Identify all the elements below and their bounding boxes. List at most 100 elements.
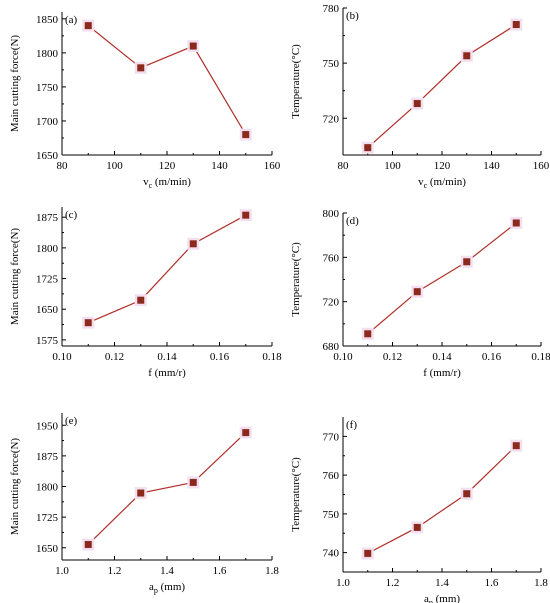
data-point: [189, 42, 197, 50]
x-axis-title-subscript: p: [429, 598, 433, 603]
data-point: [189, 240, 197, 248]
y-tick-label: 800: [323, 208, 340, 220]
x-axis-title-main: v: [143, 176, 149, 188]
series-line: [87, 432, 247, 545]
y-tick-label: 750: [323, 58, 340, 70]
chart-panel-5: 1.0 1.2 1.4 1.6 1.8 1650 1725 1800 1875 1950 (e) Ma…: [9, 413, 279, 595]
x-axis-title-main: a: [149, 581, 154, 593]
y-tick-label: 1800: [36, 482, 59, 494]
y-tick-label: 1725: [36, 512, 59, 524]
y-tick-label: 780: [323, 3, 340, 15]
x-tick-label: 1.2: [108, 565, 122, 577]
y-tick-label: 1750: [36, 82, 59, 94]
data-point: [512, 219, 520, 227]
y-tick-label: 750: [323, 509, 340, 521]
data-point: [137, 296, 145, 304]
data-point: [84, 319, 92, 327]
x-axis-title-unit: (mm): [433, 593, 461, 603]
y-tick-label: 770: [323, 431, 340, 443]
series-line: [367, 222, 517, 335]
x-axis-title-subscript: c: [149, 181, 153, 190]
x-tick-label: 1.2: [386, 577, 400, 589]
panel-label: (e): [65, 415, 78, 427]
x-axis-title-main: v: [418, 176, 424, 188]
y-tick-label: 1650: [36, 150, 59, 162]
x-axis-title: vc (m/min): [143, 176, 191, 190]
panel-label: (c): [65, 209, 78, 221]
x-tick-label: 0.16: [482, 351, 502, 363]
x-tick-label: 0.10: [52, 351, 72, 363]
x-tick-label: 0.10: [333, 351, 353, 363]
x-tick-label: 0.14: [157, 351, 177, 363]
x-tick-label: 1.0: [336, 577, 350, 589]
data-point: [242, 211, 250, 219]
y-axis-title: Temperature(°C): [290, 44, 302, 119]
data-point: [413, 523, 421, 531]
x-axis-title-unit: (mm): [158, 581, 186, 593]
x-axis-title: vc (m/min): [418, 176, 466, 190]
panel-label: (f): [346, 419, 357, 431]
series-line: [367, 445, 517, 554]
chart-panel-4: 0.10 0.12 0.14 0.16 0.18 680 720 760 800 (d) Tempe…: [290, 208, 550, 379]
y-tick-label: 1875: [36, 451, 59, 463]
x-tick-label: 160: [264, 160, 281, 172]
x-tick-label: 0.18: [262, 351, 282, 363]
x-tick-label: 160: [533, 160, 550, 172]
chart-panel-1: 80 100 120 140 160 1650 1700 1750 1800 1850 (a) Mai…: [9, 12, 281, 190]
data-point: [242, 131, 250, 139]
y-tick-label: 1700: [36, 116, 59, 128]
y-tick-label: 1800: [36, 48, 59, 60]
y-tick-label: 1650: [36, 304, 59, 316]
x-tick-label: 0.16: [210, 351, 230, 363]
panel-label: (a): [65, 14, 78, 26]
y-tick-label: 1575: [36, 335, 59, 347]
x-tick-label: 1.6: [213, 565, 227, 577]
y-axis-title: Main cutting force(N): [9, 228, 21, 325]
x-axis-title-unit: (m/min): [427, 176, 466, 188]
y-tick-label: 1950: [36, 420, 59, 432]
x-tick-label: 1.8: [534, 577, 548, 589]
data-point: [512, 21, 520, 29]
x-axis-title-main: f (mm/r): [148, 367, 186, 379]
x-axis-title-unit: (m/min): [152, 176, 191, 188]
data-point: [463, 52, 471, 60]
data-point: [84, 540, 92, 548]
data-point: [364, 330, 372, 338]
y-axis-title: Temperature(°C): [290, 242, 302, 317]
panel-label: (d): [346, 215, 359, 227]
x-axis-title-subscript: c: [424, 181, 428, 190]
x-tick-label: 140: [211, 160, 228, 172]
x-axis-title: f (mm/r): [148, 367, 186, 379]
data-point: [512, 442, 520, 450]
x-tick-label: 80: [57, 160, 69, 172]
x-tick-label: 0.18: [531, 351, 550, 363]
y-tick-label: 740: [323, 548, 340, 560]
series-line: [87, 25, 247, 135]
series-line: [88, 214, 247, 324]
y-tick-label: 1800: [36, 243, 59, 255]
y-tick-label: 720: [323, 297, 340, 309]
y-tick-label: 760: [323, 470, 340, 482]
data-point: [137, 64, 145, 72]
y-axis-title: Main cutting force(N): [9, 438, 21, 535]
x-tick-label: 140: [483, 160, 500, 172]
chart-panel-3: 0.10 0.12 0.14 0.16 0.18 1575 1650 1725 1800 1875…: [9, 207, 282, 379]
x-tick-label: 120: [159, 160, 176, 172]
data-point: [413, 288, 421, 296]
chart-panel-2: 80 100 120 140 160 720 750 780 (b) Temperature(°C…: [290, 3, 550, 190]
y-tick-label: 680: [323, 341, 340, 353]
y-axis-title: Temperature(°C): [290, 457, 302, 532]
y-tick-label: 720: [323, 113, 340, 125]
x-tick-label: 1.0: [55, 565, 69, 577]
panel-label: (b): [346, 10, 359, 22]
data-point: [137, 489, 145, 497]
y-tick-label: 1875: [36, 212, 59, 224]
x-tick-label: 0.12: [105, 351, 124, 363]
series-line: [367, 24, 517, 149]
data-point: [463, 490, 471, 498]
x-tick-label: 1.4: [435, 577, 449, 589]
x-tick-label: 1.6: [485, 577, 499, 589]
x-axis-title: ap (mm): [424, 593, 460, 603]
x-tick-label: 80: [338, 160, 350, 172]
x-tick-label: 0.12: [383, 351, 402, 363]
